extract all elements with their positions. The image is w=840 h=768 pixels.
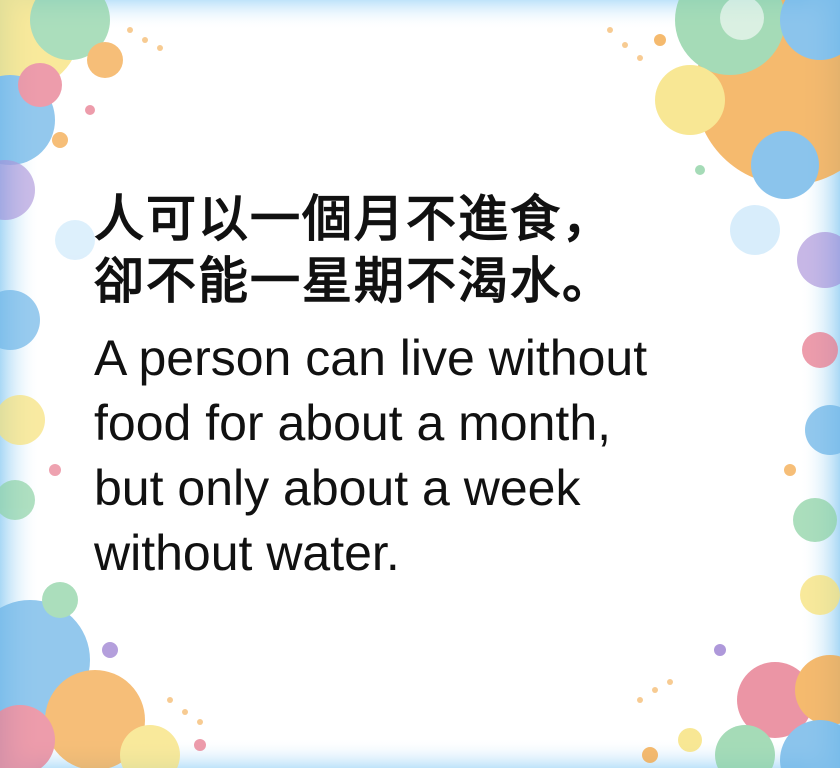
chinese-quote: 人可以一個月不進食， 卻不能一星期不渴水。 [94, 188, 794, 312]
english-line-2: food for about a month, [94, 395, 612, 451]
chinese-line-1: 人可以一個月不進食， [94, 190, 614, 248]
english-line-4: without water. [94, 525, 400, 581]
quote-text: 人可以一個月不進食， 卻不能一星期不渴水。 A person can live … [94, 188, 794, 586]
english-line-1: A person can live without [94, 330, 648, 386]
english-quote: A person can live without food for about… [94, 326, 794, 586]
chinese-line-2: 卻不能一星期不渴水。 [94, 252, 614, 310]
english-line-3: but only about a week [94, 460, 581, 516]
